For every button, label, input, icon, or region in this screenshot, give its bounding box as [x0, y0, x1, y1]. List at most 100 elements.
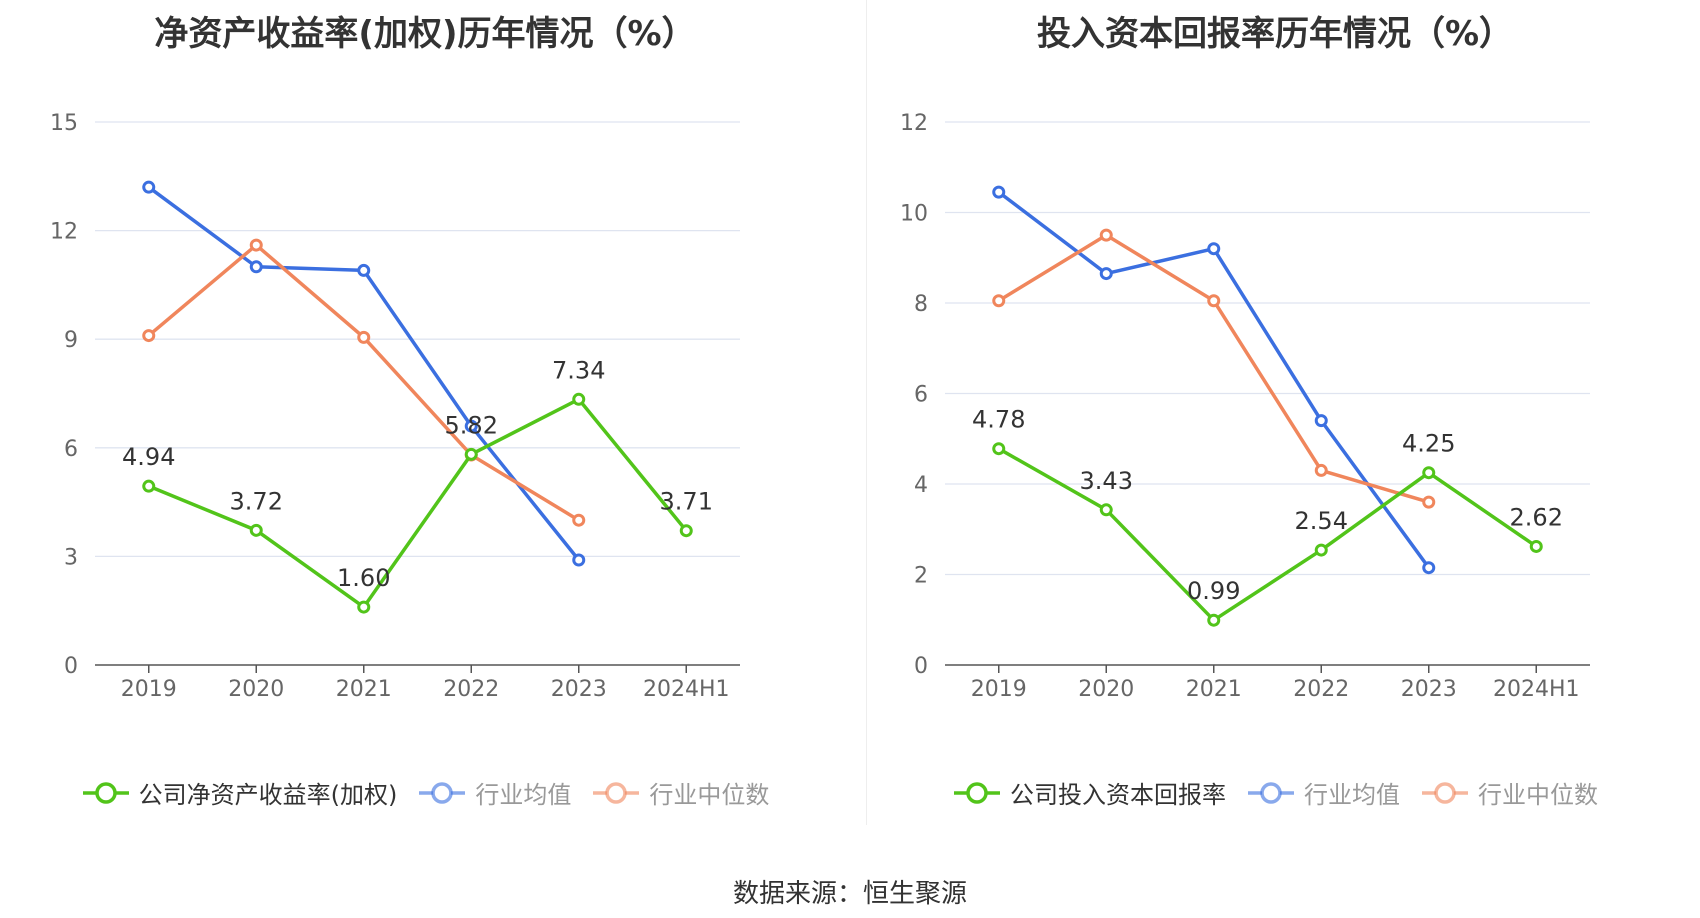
data-point — [1099, 267, 1113, 281]
data-point — [357, 263, 371, 277]
y-tick-label: 8 — [914, 292, 928, 317]
y-tick-label: 10 — [900, 202, 928, 227]
series-line — [997, 233, 1431, 504]
series-line — [147, 185, 581, 562]
data-point — [249, 238, 263, 252]
legend-item[interactable]: 行业均值 — [417, 775, 571, 810]
data-point — [1207, 294, 1221, 308]
legend-line-icon — [1422, 781, 1468, 804]
y-tick-label: 6 — [914, 383, 928, 408]
legend-marker — [605, 781, 628, 804]
legend-marker — [431, 781, 454, 804]
data-point — [572, 553, 586, 567]
panel-divider — [866, 0, 867, 825]
legend-label: 行业均值 — [475, 781, 572, 809]
legend-line-icon — [419, 781, 466, 804]
data-point — [1422, 466, 1436, 480]
y-tick-label: 2 — [914, 564, 928, 589]
data-point — [357, 600, 371, 614]
x-tick-label: 2021 — [336, 677, 392, 702]
y-tick-label: 6 — [64, 437, 78, 462]
legend-label: 行业均值 — [1304, 781, 1400, 809]
legend-marker — [1434, 781, 1456, 804]
data-label: 4.25 — [1402, 430, 1455, 458]
roic-chart-panel: 投入资本回报率历年情况（%） 0 2 4 6 8 10 12 2019 2020 2021 2022… — [850, 0, 1700, 830]
roic-line-chart: 0 2 4 6 8 10 12 2019 2020 2021 2022 2023 2024H1 4.78 3… — [900, 111, 1590, 702]
data-point — [142, 329, 156, 343]
data-label: 4.94 — [122, 443, 175, 471]
legend-item[interactable]: 行业均值 — [1246, 775, 1400, 810]
x-tick-label: 2019 — [971, 677, 1027, 702]
data-point — [1207, 242, 1221, 256]
chart-title: 投入资本回报率历年情况（%） — [1036, 14, 1514, 54]
legend-item[interactable]: 行业中位数 — [1420, 775, 1598, 810]
legend-line-icon — [954, 781, 1000, 804]
data-point — [357, 330, 371, 344]
y-tick-label: 12 — [900, 111, 928, 136]
data-label: 5.82 — [445, 411, 498, 439]
data-point — [679, 524, 693, 538]
data-point — [1207, 613, 1221, 627]
data-point — [464, 447, 478, 461]
x-tick-label: 2023 — [551, 677, 607, 702]
legend-marker — [966, 781, 988, 804]
legend-line-icon — [593, 781, 640, 804]
y-tick-label: 12 — [50, 220, 78, 245]
data-point — [1099, 228, 1113, 242]
y-tick-label: 15 — [50, 111, 78, 136]
data-label: 2.62 — [1510, 503, 1563, 531]
y-tick-label: 0 — [64, 654, 78, 679]
chart-legend: 公司投入资本回报率 行业均值 行业中位数 — [850, 775, 1700, 811]
data-label: 4.78 — [972, 406, 1025, 434]
data-label: 0.99 — [1187, 577, 1240, 605]
legend-item[interactable]: 公司净资产收益率(加权) — [81, 775, 398, 810]
data-point — [1422, 561, 1436, 575]
data-point — [572, 513, 586, 527]
data-label: 7.34 — [552, 356, 605, 384]
x-tick-label: 2024H1 — [643, 677, 730, 702]
data-point — [992, 294, 1006, 308]
data-point — [142, 479, 156, 493]
legend-marker — [94, 781, 117, 804]
data-label: 2.54 — [1295, 507, 1348, 535]
data-point — [992, 442, 1006, 456]
data-point — [1314, 463, 1328, 477]
series-line — [997, 446, 1538, 622]
legend-label: 行业中位数 — [1478, 781, 1598, 809]
data-label: 3.71 — [660, 488, 713, 516]
y-tick-label: 4 — [914, 473, 928, 498]
data-point — [1314, 414, 1328, 428]
y-tick-label: 0 — [914, 654, 928, 679]
x-tick-label: 2020 — [228, 677, 284, 702]
x-tick-label: 2021 — [1186, 677, 1242, 702]
legend-label: 行业中位数 — [649, 781, 770, 809]
legend-label: 公司净资产收益率(加权) — [138, 781, 398, 809]
legend-marker — [1260, 781, 1282, 804]
legend-item[interactable]: 行业中位数 — [591, 775, 769, 810]
data-point — [249, 260, 263, 274]
x-tick-label: 2024H1 — [1493, 677, 1580, 702]
legend-line-icon — [82, 781, 129, 804]
legend-label: 公司投入资本回报率 — [1010, 781, 1226, 809]
data-label: 3.43 — [1080, 467, 1133, 495]
y-tick-label: 9 — [64, 328, 78, 353]
x-tick-label: 2019 — [121, 677, 177, 702]
x-tick-label: 2020 — [1078, 677, 1134, 702]
data-point — [249, 523, 263, 537]
data-point — [992, 185, 1006, 199]
data-label: 3.72 — [230, 487, 283, 515]
data-point — [572, 392, 586, 406]
legend-line-icon — [1248, 781, 1294, 804]
chart-legend: 公司净资产收益率(加权) 行业均值 行业中位数 — [0, 775, 850, 811]
roe-chart-panel: 净资产收益率(加权)历年情况（%） 0 3 6 9 12 15 2019 2020 2021 20… — [0, 0, 850, 830]
chart-title: 净资产收益率(加权)历年情况（%） — [154, 14, 696, 54]
data-point — [1099, 503, 1113, 517]
data-point — [464, 419, 478, 433]
x-tick-label: 2022 — [443, 677, 499, 702]
data-point — [142, 180, 156, 194]
y-tick-label: 3 — [64, 545, 78, 570]
series-line — [147, 397, 688, 609]
roe-line-chart: 0 3 6 9 12 15 2019 2020 2021 2022 2023 2024H1 4.94 3.… — [50, 111, 740, 702]
legend-item[interactable]: 公司投入资本回报率 — [952, 775, 1226, 810]
x-tick-label: 2022 — [1293, 677, 1349, 702]
